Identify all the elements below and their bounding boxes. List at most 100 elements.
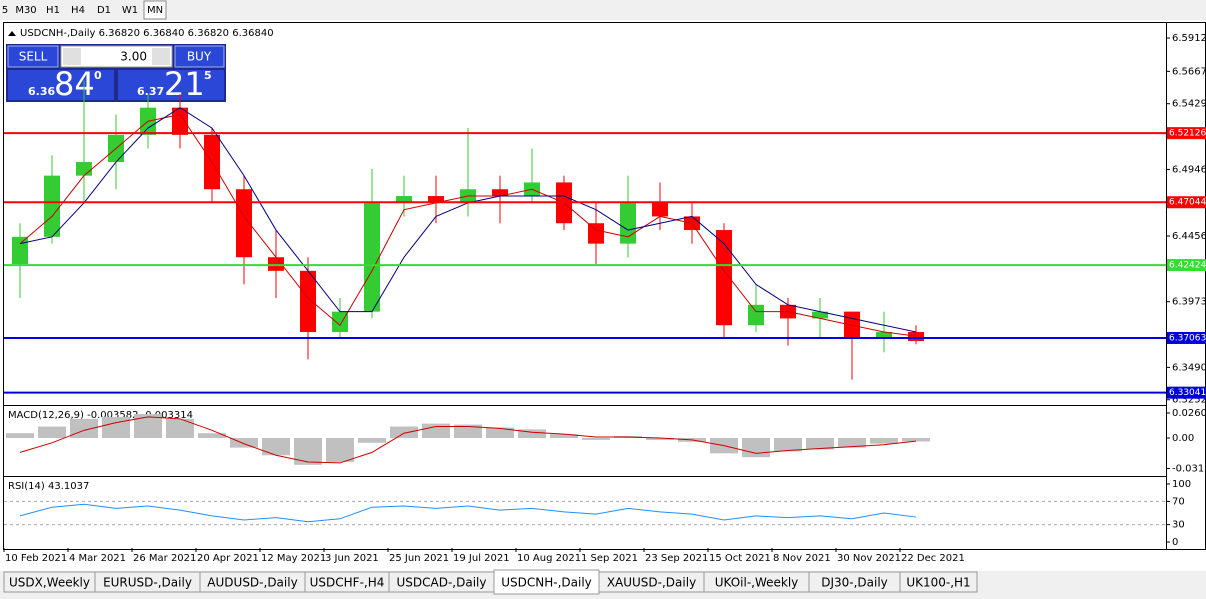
candle-body xyxy=(236,189,252,258)
y-tick-label: 6.39730 xyxy=(1172,297,1206,308)
rsi-title: RSI(14) 43.1037 xyxy=(8,481,89,492)
timeframe-label[interactable]: H1 xyxy=(46,5,60,16)
macd-bar xyxy=(198,433,226,439)
macd-bar xyxy=(646,438,674,440)
lots-up[interactable] xyxy=(152,48,170,65)
timeframe-label[interactable]: H4 xyxy=(71,5,85,16)
x-tick-label: 22 Dec 2021 xyxy=(901,553,965,564)
lots-value[interactable]: 3.00 xyxy=(120,50,147,64)
candle-body xyxy=(620,202,636,244)
y-tick-label: 70 xyxy=(1172,496,1185,507)
moving-average xyxy=(19,113,917,337)
macd-bar xyxy=(838,438,866,448)
candle-body xyxy=(76,162,92,176)
sell-price-box[interactable] xyxy=(8,70,114,100)
symbol-tab-label[interactable]: UKOil-,Weekly xyxy=(715,576,799,590)
price-level-tag xyxy=(1167,331,1206,344)
timeframe-button[interactable] xyxy=(66,1,90,19)
candle-body xyxy=(588,223,604,244)
candle-body xyxy=(492,189,508,197)
macd-bar xyxy=(6,433,34,439)
chart-title: USDCNH-,Daily 6.36820 6.36840 6.36820 6.… xyxy=(20,28,274,39)
y-tick-label: 6.59120 xyxy=(1172,33,1206,44)
macd-bar xyxy=(550,434,578,439)
x-tick-label: 23 Sep 2021 xyxy=(645,553,708,564)
lots-spinner[interactable] xyxy=(60,45,173,68)
timeframe-button[interactable] xyxy=(143,0,167,20)
macd-bar xyxy=(742,438,770,458)
macd-title: MACD(12,26,9) -0.003582 -0.003314 xyxy=(8,410,193,421)
timeframe-label[interactable]: W1 xyxy=(122,5,138,16)
x-tick-label: 8 Nov 2021 xyxy=(773,553,831,564)
y-tick-label: 100 xyxy=(1172,479,1191,490)
symbol-tab-label[interactable]: DJ30-,Daily xyxy=(821,576,888,590)
y-tick-label: 6.34900 xyxy=(1172,362,1206,373)
candle-body xyxy=(332,311,348,333)
y-tick-label: 30 xyxy=(1172,520,1185,531)
macd-bar xyxy=(422,423,450,439)
price-level-tag xyxy=(1167,196,1206,209)
timeframe-label[interactable]: D1 xyxy=(97,5,111,16)
y-tick-label: 0.00 xyxy=(1172,433,1194,444)
macd-bar xyxy=(102,416,130,439)
symbol-tab-label[interactable]: UK100-,H1 xyxy=(906,576,970,590)
price-level-label: 6.42424 xyxy=(1169,261,1206,271)
macd-bar xyxy=(358,438,386,443)
trade-panel: SELL 3.00 BUY 6.36 84 0 6.37 21 5 xyxy=(6,44,226,103)
y-tick-label: 0.02607 xyxy=(1172,408,1206,419)
x-tick-label: 25 Jun 2021 xyxy=(389,553,449,564)
candle-body xyxy=(364,202,380,312)
buy-label[interactable]: BUY xyxy=(187,50,212,64)
symbol-tab-label[interactable]: USDX,Weekly xyxy=(9,576,90,590)
symbol-tab[interactable] xyxy=(493,569,600,595)
timeframe-label[interactable]: 5 xyxy=(2,5,8,16)
buy-button[interactable] xyxy=(174,45,225,68)
symbol-tab-label[interactable]: USDCAD-,Daily xyxy=(397,576,487,590)
y-tick-label: 6.44560 xyxy=(1172,231,1206,242)
timeframe-button[interactable] xyxy=(118,1,142,19)
symbol-tab-label[interactable]: XAUUSD-,Daily xyxy=(607,576,696,590)
macd-bar xyxy=(806,438,834,450)
symbol-tab-label[interactable]: EURUSD-,Daily xyxy=(103,576,192,590)
macd-bar xyxy=(294,438,322,465)
timeframe-button[interactable] xyxy=(42,1,64,19)
macd-signal xyxy=(19,416,917,464)
timeframe-button[interactable] xyxy=(0,1,10,19)
candle-body xyxy=(396,196,412,203)
macd-bar xyxy=(902,438,930,442)
candle-body xyxy=(716,230,732,326)
lots-down[interactable] xyxy=(63,48,81,65)
symbol-tab[interactable] xyxy=(899,571,978,593)
symbol-tab-label[interactable]: USDCNH-,Daily xyxy=(501,576,592,590)
macd-bar xyxy=(518,429,546,439)
macd-bar xyxy=(454,424,482,439)
candle-body xyxy=(300,270,316,333)
macd-bar xyxy=(38,426,66,439)
buy-price-base: 6.37 xyxy=(137,85,164,98)
y-tick-label: -0.03187 xyxy=(1172,464,1206,475)
x-tick-label: 10 Feb 2021 xyxy=(5,553,67,564)
price-level-tag xyxy=(1167,127,1206,140)
timeframe-button[interactable] xyxy=(12,1,40,19)
candle-body xyxy=(268,257,284,271)
rsi-line xyxy=(19,503,917,523)
x-tick-label: 10 Aug 2021 xyxy=(517,553,581,564)
macd-bar xyxy=(134,414,162,439)
timeframe-button[interactable] xyxy=(92,1,116,19)
buy-price-big: 21 xyxy=(164,65,205,103)
buy-price-box[interactable] xyxy=(118,70,224,100)
sell-button[interactable] xyxy=(7,45,59,68)
sell-label[interactable]: SELL xyxy=(19,50,48,64)
candle-body xyxy=(652,202,668,217)
price-level-tag xyxy=(1167,386,1206,399)
macd-bar xyxy=(582,438,610,440)
price-level-label: 6.33041 xyxy=(1169,388,1206,398)
symbol-tab-label[interactable]: USDCHF-,H4 xyxy=(310,576,385,590)
collapse-icon[interactable] xyxy=(8,31,16,36)
timeframe-label[interactable]: MN xyxy=(147,5,163,16)
price-level-label: 6.47044 xyxy=(1169,198,1206,208)
symbol-tab-label[interactable]: AUDUSD-,Daily xyxy=(207,576,297,590)
macd-bar xyxy=(326,438,354,462)
timeframe-label[interactable]: M30 xyxy=(15,5,36,16)
